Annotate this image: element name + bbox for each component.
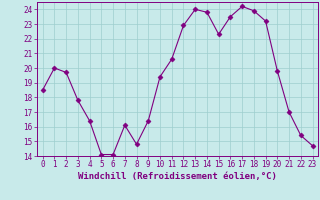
X-axis label: Windchill (Refroidissement éolien,°C): Windchill (Refroidissement éolien,°C) bbox=[78, 172, 277, 181]
